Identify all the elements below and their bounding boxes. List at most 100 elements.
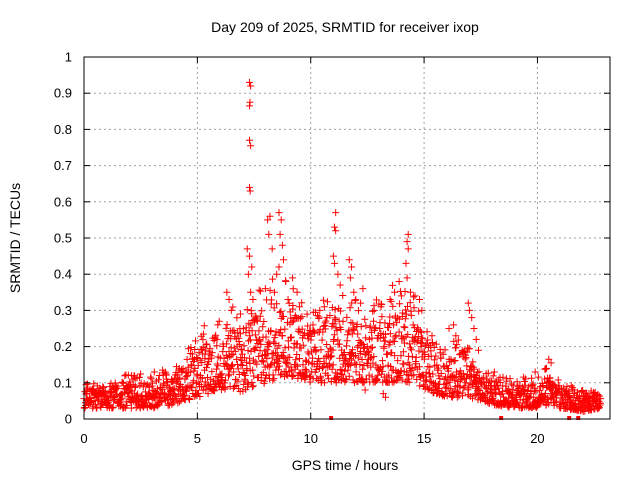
data-point <box>102 389 110 397</box>
data-point <box>191 364 199 372</box>
data-point <box>293 340 301 348</box>
data-point <box>91 400 99 408</box>
data-point <box>248 383 256 391</box>
data-point <box>272 328 280 336</box>
data-point <box>544 378 552 386</box>
data-point <box>335 340 343 348</box>
data-point <box>319 296 327 304</box>
data-point <box>263 355 271 363</box>
data-point <box>298 299 306 307</box>
data-point <box>574 388 582 396</box>
data-point <box>214 362 222 370</box>
data-point <box>409 293 417 301</box>
data-point <box>230 368 238 376</box>
data-point <box>289 285 297 293</box>
data-point <box>349 346 357 354</box>
data-point <box>312 365 320 373</box>
data-point <box>298 325 306 333</box>
data-point <box>122 398 130 406</box>
data-point <box>430 356 438 364</box>
data-point <box>246 136 254 144</box>
data-point <box>295 354 303 362</box>
data-point <box>295 303 303 311</box>
data-point <box>411 333 419 341</box>
data-point <box>256 337 264 345</box>
data-point <box>287 363 295 371</box>
data-point <box>241 354 249 362</box>
data-point <box>397 292 405 300</box>
data-point <box>212 331 220 339</box>
data-point <box>246 78 254 86</box>
data-point <box>323 341 331 349</box>
data-point <box>244 347 252 355</box>
data-point <box>418 306 426 314</box>
data-point <box>359 365 367 373</box>
data-point <box>412 353 420 361</box>
data-point <box>137 370 145 378</box>
data-point <box>303 310 311 318</box>
data-point <box>344 328 352 336</box>
data-point <box>545 400 553 408</box>
data-point <box>90 380 98 388</box>
data-point <box>407 367 415 375</box>
data-point <box>266 286 274 294</box>
data-point <box>338 371 346 379</box>
data-point <box>366 322 374 330</box>
data-point <box>181 392 189 400</box>
y-tick-label: 1 <box>65 50 72 65</box>
data-point <box>262 333 270 341</box>
data-point <box>426 363 434 371</box>
data-point <box>275 209 283 217</box>
data-point <box>331 331 339 339</box>
data-point <box>148 382 156 390</box>
data-point <box>395 328 403 336</box>
data-point <box>428 332 436 340</box>
data-point <box>183 387 191 395</box>
data-point <box>534 373 542 381</box>
data-point <box>495 384 503 392</box>
data-point <box>109 403 117 411</box>
data-point <box>450 321 458 329</box>
data-point <box>465 345 473 353</box>
data-point <box>402 310 410 318</box>
y-tick-label: 0.4 <box>54 267 72 282</box>
data-point <box>128 372 136 380</box>
data-point <box>249 382 257 390</box>
data-point <box>346 274 354 282</box>
data-point <box>351 297 359 305</box>
data-point <box>217 377 225 385</box>
x-axis-label: GPS time / hours <box>292 457 399 473</box>
data-point <box>337 326 345 334</box>
data-point <box>260 318 268 326</box>
data-point <box>513 378 521 386</box>
data-point <box>361 315 369 323</box>
data-point <box>187 368 195 376</box>
data-point <box>362 334 370 342</box>
data-point <box>383 350 391 358</box>
data-point <box>182 373 190 381</box>
data-point <box>221 379 229 387</box>
data-point <box>280 256 288 264</box>
data-point <box>528 381 536 389</box>
data-point <box>330 320 338 328</box>
data-point <box>107 388 115 396</box>
data-point <box>332 227 340 235</box>
data-point <box>531 384 539 392</box>
data-point <box>208 368 216 376</box>
data-point <box>487 389 495 397</box>
data-point <box>357 299 365 307</box>
data-point <box>263 346 271 354</box>
data-point <box>559 400 567 408</box>
data-point <box>445 325 453 332</box>
data-point <box>319 362 327 370</box>
data-point <box>213 360 221 368</box>
zero-marker <box>576 416 581 420</box>
data-point <box>289 274 297 282</box>
data-point <box>358 339 366 347</box>
data-point <box>269 275 277 283</box>
data-point <box>401 324 409 332</box>
data-point <box>429 339 437 347</box>
data-point <box>403 238 411 246</box>
data-point <box>244 380 252 388</box>
data-point <box>386 338 394 346</box>
